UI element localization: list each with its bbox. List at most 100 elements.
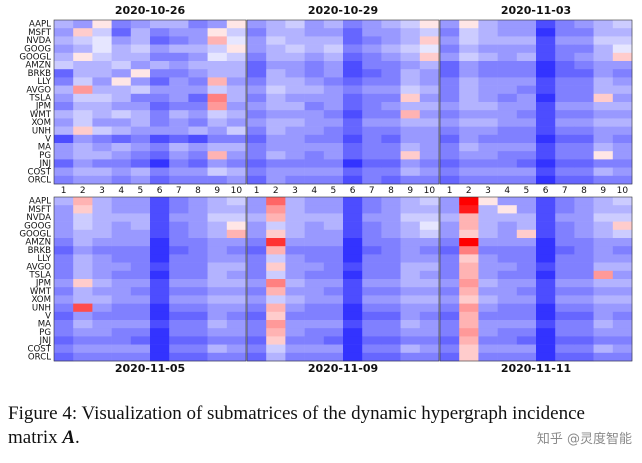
heatmap-cell	[536, 197, 556, 206]
heatmap-cell	[285, 221, 305, 231]
heatmap-cell	[266, 28, 286, 37]
heatmap-cell	[440, 213, 460, 222]
heatmap-cell	[150, 270, 170, 280]
heatmap-cell	[323, 229, 344, 239]
heatmap-cell	[612, 320, 633, 329]
heatmap-cell	[555, 28, 575, 37]
heatmap-cell	[400, 287, 421, 296]
heatmap-cell	[169, 279, 189, 288]
heatmap-cell	[516, 352, 537, 362]
heatmap-cell	[381, 36, 401, 45]
row-label: LLY	[37, 254, 51, 264]
heatmap-cell	[247, 175, 267, 185]
heatmap-cell	[555, 303, 575, 313]
heatmap-cell	[247, 93, 267, 103]
heatmap-cell	[150, 320, 170, 329]
heatmap-cell	[304, 159, 325, 168]
heatmap-cell	[247, 126, 267, 136]
panel-frame	[246, 19, 440, 185]
heatmap-cell	[111, 238, 132, 247]
heatmap-cell	[440, 20, 460, 29]
heatmap-cell	[285, 352, 305, 362]
heatmap-cell	[459, 134, 479, 144]
heatmap-cell	[478, 143, 498, 152]
heatmap-cell	[536, 270, 556, 280]
column-label: 9	[407, 186, 413, 196]
heatmap-cell	[73, 344, 93, 354]
heatmap-cell	[419, 20, 440, 29]
heatmap-cell	[536, 151, 556, 160]
heatmap-cell	[440, 36, 460, 45]
heatmap-cell	[304, 197, 325, 206]
heatmap-cell	[574, 262, 594, 272]
heatmap-cell	[150, 254, 170, 263]
heatmap-cell	[247, 167, 267, 177]
heatmap-cell	[54, 143, 74, 152]
heatmap-cell	[169, 20, 189, 29]
heatmap-cell	[419, 167, 440, 177]
heatmap-cell	[381, 205, 401, 214]
heatmap-cell	[92, 213, 112, 222]
heatmap-cell	[362, 126, 382, 136]
column-label: 6	[543, 186, 549, 196]
heatmap-cell	[478, 262, 498, 272]
heatmap-cell	[343, 85, 363, 95]
heatmap-cell	[536, 28, 556, 37]
heatmap-cell	[207, 61, 228, 70]
heatmap-cell	[362, 69, 382, 78]
heatmap-cell	[304, 295, 325, 304]
heatmap-cell	[226, 270, 247, 280]
heatmap-cell	[207, 262, 228, 272]
heatmap-cell	[188, 36, 208, 45]
heatmap-cell	[459, 20, 479, 29]
heatmap-cell	[73, 52, 93, 62]
heatmap-cell	[612, 69, 633, 78]
heatmap-cell	[440, 93, 460, 103]
heatmap-cell	[169, 175, 189, 185]
heatmap-cell	[188, 328, 208, 337]
heatmap-cell	[150, 85, 170, 95]
heatmap-cell	[111, 262, 132, 272]
heatmap-cell	[130, 344, 151, 354]
heatmap-cell	[188, 229, 208, 239]
heatmap-cell	[266, 279, 286, 288]
heatmap-cell	[362, 93, 382, 103]
heatmap-cell	[323, 167, 344, 177]
heatmap-cell	[285, 205, 305, 214]
heatmap-cell	[478, 254, 498, 263]
heatmap-cell	[362, 143, 382, 152]
heatmap-cell	[73, 205, 93, 214]
heatmap-cell	[419, 221, 440, 231]
heatmap-cell	[440, 167, 460, 177]
heatmap-cell	[555, 287, 575, 296]
heatmap-cell	[207, 205, 228, 214]
heatmap-cell	[593, 279, 614, 288]
heatmap-cell	[574, 295, 594, 304]
column-label: 8	[388, 186, 394, 196]
row-label: ORCL	[28, 176, 51, 186]
heatmap-cell	[593, 151, 614, 160]
heatmap-cell	[343, 205, 363, 214]
heatmap-cell	[92, 238, 112, 247]
row-label: PG	[39, 151, 51, 161]
heatmap-cell	[400, 20, 421, 29]
heatmap-cell	[478, 85, 498, 95]
heatmap-cell	[419, 143, 440, 152]
heatmap-cell	[207, 151, 228, 160]
heatmap-cell	[323, 303, 344, 313]
heatmap-cell	[285, 287, 305, 296]
heatmap-cell	[207, 93, 228, 103]
heatmap-cell	[130, 151, 151, 160]
heatmap-cell	[323, 311, 344, 321]
heatmap-cell	[207, 221, 228, 231]
heatmap-cell	[266, 336, 286, 345]
heatmap-cell	[440, 77, 460, 86]
column-label: 7	[562, 186, 568, 196]
heatmap-cell	[381, 279, 401, 288]
heatmap-cell	[266, 69, 286, 78]
caption-math-symbol: A	[62, 427, 76, 448]
heatmap-cell	[400, 52, 421, 62]
heatmap-cell	[612, 77, 633, 86]
heatmap-cell	[285, 151, 305, 160]
heatmap-cell	[169, 126, 189, 136]
